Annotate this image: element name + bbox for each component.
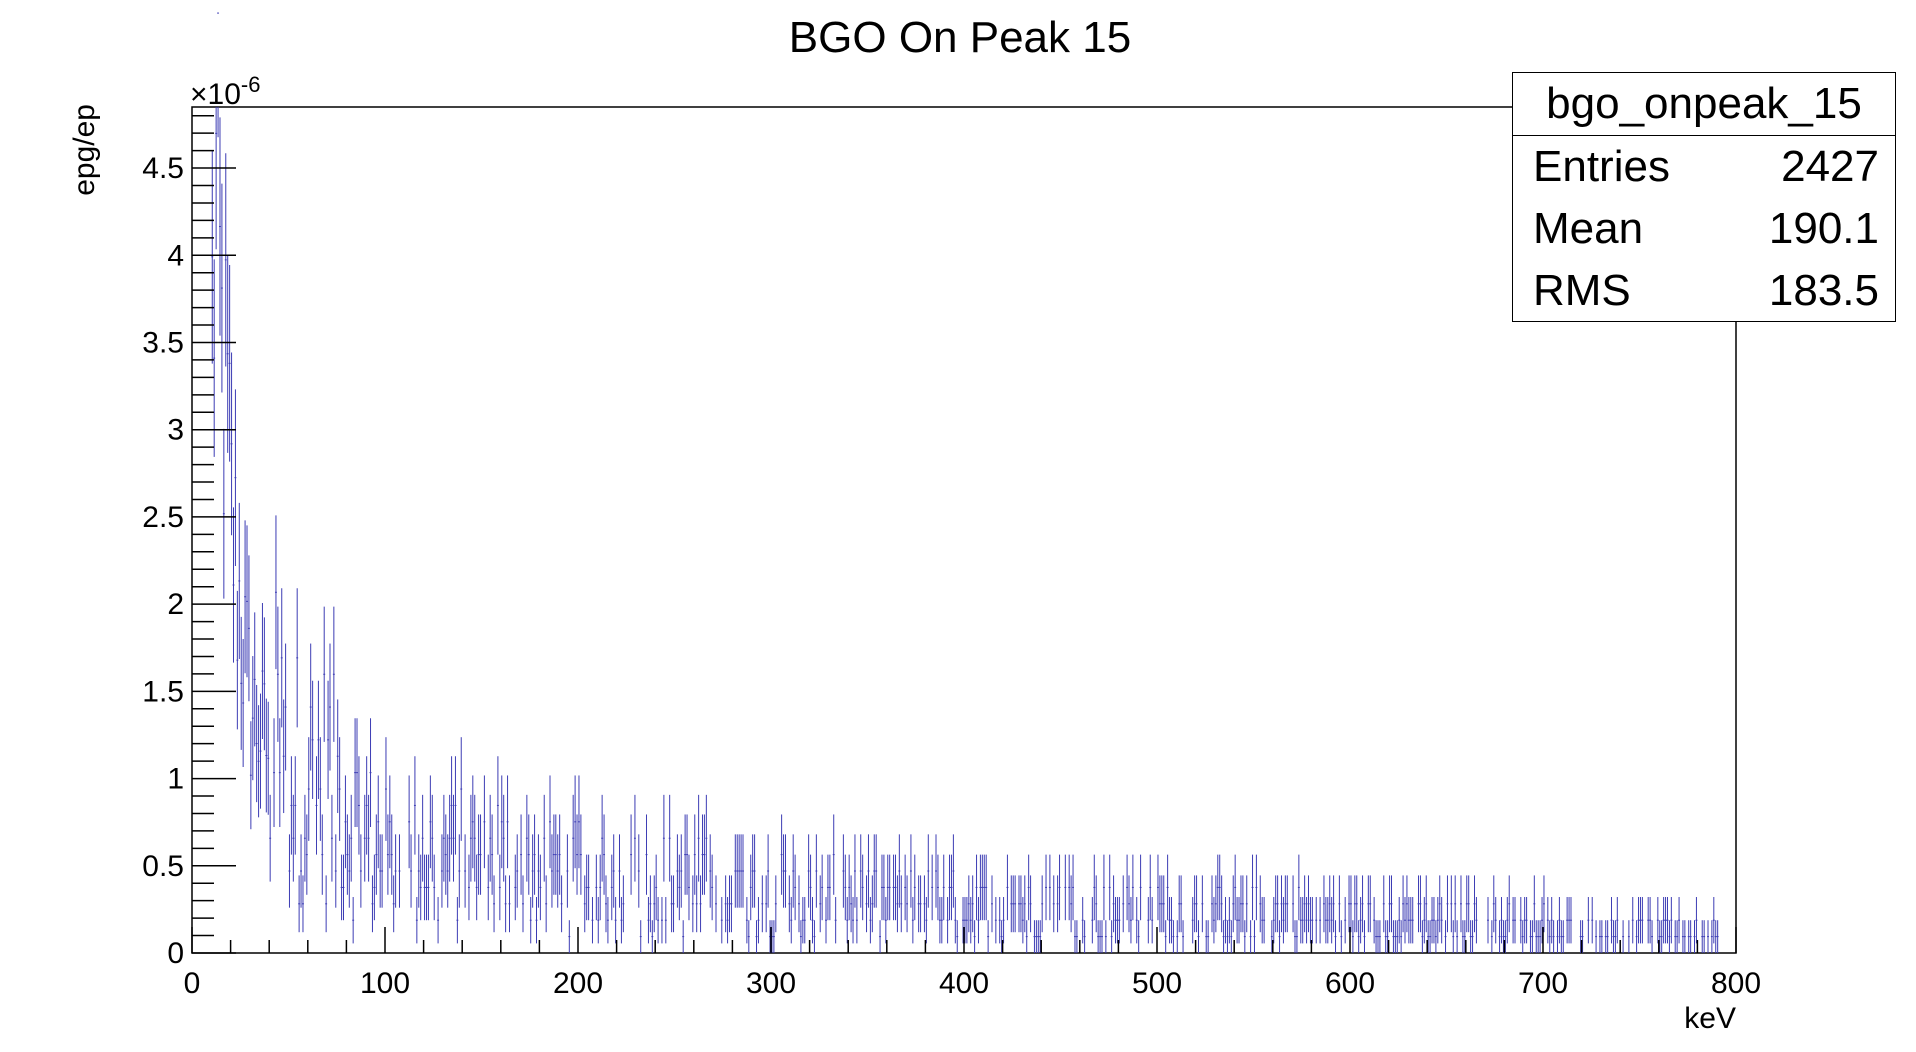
y-tick-label: 2.5 xyxy=(142,501,184,534)
y-tick-label: 1 xyxy=(167,763,184,796)
y-axis-exponent-power: -6 xyxy=(241,72,261,97)
y-axis: 0 0.5 1 1.5 2 2.5 3 3.5 4 4.5 xyxy=(142,114,236,970)
chart-title: BGO On Peak 15 xyxy=(789,13,1131,62)
histogram-bins xyxy=(211,12,1719,953)
x-axis: 0 100 200 300 400 500 600 700 800 xyxy=(184,927,1761,1000)
stats-mean-label: Mean xyxy=(1533,204,1644,253)
x-tick-label: 0 xyxy=(184,967,201,1000)
y-tick-label: 3 xyxy=(167,414,184,447)
stats-mean-row: Mean 190.1 xyxy=(1513,198,1895,260)
x-tick-label: 200 xyxy=(553,967,603,1000)
stats-box: bgo_onpeak_15 Entries 2427 Mean 190.1 RM… xyxy=(1512,72,1896,322)
x-tick-label: 100 xyxy=(360,967,410,1000)
y-tick-label: 4.5 xyxy=(142,152,184,185)
y-axis-exponent: ×10-6 xyxy=(190,72,260,111)
x-tick-label: 600 xyxy=(1325,967,1375,1000)
stats-rms-label: RMS xyxy=(1533,266,1631,315)
y-tick-label: 1.5 xyxy=(142,675,184,708)
y-axis-exponent-base: ×10 xyxy=(190,78,241,111)
y-axis-label: epg/ep xyxy=(68,104,101,196)
x-tick-label: 300 xyxy=(746,967,796,1000)
y-tick-label: 3.5 xyxy=(142,326,184,359)
stats-entries-row: Entries 2427 xyxy=(1513,136,1895,198)
stats-entries-label: Entries xyxy=(1533,142,1670,191)
plot-border xyxy=(191,106,1737,954)
stats-entries-value: 2427 xyxy=(1781,142,1879,191)
stats-box-title: bgo_onpeak_15 xyxy=(1513,73,1895,136)
plot-frame xyxy=(191,106,1737,954)
y-tick-label: 0.5 xyxy=(142,850,184,883)
y-tick-label: 0 xyxy=(167,937,184,970)
x-tick-label: 500 xyxy=(1132,967,1182,1000)
y-tick-label: 4 xyxy=(167,239,184,272)
stats-mean-value: 190.1 xyxy=(1768,204,1879,253)
stats-rms-row: RMS 183.5 xyxy=(1513,260,1895,322)
y-tick-label: 2 xyxy=(167,588,184,621)
stats-rms-value: 183.5 xyxy=(1768,266,1879,315)
x-tick-label: 400 xyxy=(939,967,989,1000)
x-tick-label: 800 xyxy=(1711,967,1761,1000)
x-axis-label: keV xyxy=(1684,1002,1736,1035)
x-tick-label: 700 xyxy=(1518,967,1568,1000)
